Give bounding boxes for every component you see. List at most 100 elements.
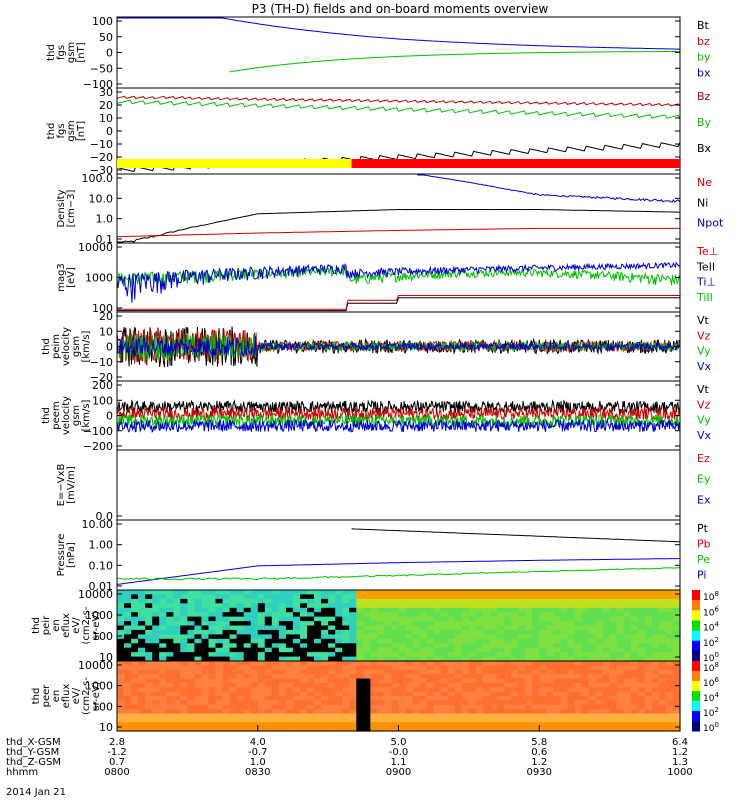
y-tick-label: −100 bbox=[83, 78, 113, 91]
y-tick-label: −30 bbox=[90, 164, 113, 177]
panel-espec: 10810610410210010000100010010thdpeerenef… bbox=[31, 659, 719, 734]
figure-title: P3 (TH-D) fields and on-board moments ov… bbox=[252, 2, 549, 16]
y-tick-label: 100 bbox=[92, 700, 113, 713]
panel-efield: 0.0 E=−VxB[mV/m] Ez Ey Ex bbox=[56, 449, 711, 523]
ephemeris-label: thd_X-GSM bbox=[6, 737, 61, 748]
colorbar-swatch bbox=[692, 711, 700, 722]
y-tick-label: −100 bbox=[83, 425, 113, 438]
y-tick-label: 10.0 bbox=[89, 192, 114, 205]
y-axis-label: Density[cm−3] bbox=[56, 189, 77, 227]
legend-entry: Ez bbox=[697, 452, 710, 465]
ephemeris-value: 0830 bbox=[245, 767, 270, 778]
y-tick-label: 1.00 bbox=[89, 539, 114, 552]
legend-entry: Ne bbox=[697, 176, 712, 189]
legend-entry: Bx bbox=[697, 142, 712, 155]
series-tipar bbox=[116, 266, 681, 288]
series-teperp bbox=[117, 295, 680, 310]
y-tick-label: 0 bbox=[106, 410, 113, 423]
legend-entry: by bbox=[697, 51, 711, 64]
panel-frame bbox=[116, 449, 681, 521]
panel-vele: 200 100 0 −100 −200 thdpeemvelocitygsm[km/s] V… bbox=[41, 379, 712, 453]
ephemeris-value: -1.2 bbox=[107, 747, 127, 758]
legend-entry: Bt bbox=[697, 19, 710, 32]
y-tick-label: −10 bbox=[90, 356, 113, 369]
y-axis-label: thdpeemvelocitygsm[km/s] bbox=[41, 396, 92, 435]
legend-entry: Pt bbox=[697, 522, 709, 535]
panel-pressure: 10.00 1.00 0.10 0.01 Pressure[nPa] Pt Pb Pe Pi bbox=[56, 518, 711, 593]
series-npot bbox=[417, 174, 681, 203]
colorbar-swatch bbox=[692, 610, 700, 621]
y-tick-label: 10 bbox=[99, 721, 113, 734]
ephemeris-value: 0.7 bbox=[109, 757, 125, 768]
ephemeris-label: thd_Y-GSM bbox=[6, 747, 59, 758]
y-axis-label: E=−VxB[mV/m] bbox=[56, 464, 77, 507]
series-ne bbox=[116, 227, 680, 238]
ephemeris-value: -0.7 bbox=[248, 747, 268, 758]
series-by2 bbox=[116, 99, 681, 120]
y-tick-label: 1000 bbox=[85, 609, 113, 622]
y-tick-label: 0.1 bbox=[96, 233, 114, 246]
colorbar-swatch bbox=[692, 640, 700, 652]
series-bt bbox=[117, 17, 680, 50]
series-ni bbox=[117, 208, 680, 243]
y-tick-label: 1.0 bbox=[96, 213, 114, 226]
legend-entry: Pe bbox=[697, 553, 710, 566]
legend-entry: Bz bbox=[697, 90, 711, 103]
colorbar-label: 108 bbox=[703, 590, 719, 603]
series-vet bbox=[116, 399, 681, 415]
series-vix bbox=[116, 335, 681, 358]
legend-entry: Ni bbox=[697, 196, 708, 209]
colorbar-swatch bbox=[692, 681, 700, 692]
colorbar-swatch bbox=[692, 691, 700, 702]
y-tick-label: 10000 bbox=[78, 588, 113, 601]
series-pt bbox=[351, 528, 681, 543]
y-tick-label: 0 bbox=[106, 341, 113, 354]
colorbar-swatch bbox=[692, 600, 700, 611]
y-tick-label: 0 bbox=[106, 47, 113, 60]
legend-entry: Pb bbox=[697, 538, 711, 551]
spectrogram-ispec bbox=[117, 590, 681, 662]
y-tick-label: 10000 bbox=[78, 659, 113, 672]
ephemeris-label: thd_Z-GSM bbox=[6, 757, 61, 768]
y-tick-label: −50 bbox=[90, 62, 113, 75]
y-tick-label: 0 bbox=[106, 125, 113, 138]
legend-entry: Vz bbox=[697, 329, 711, 342]
colorbar-label: 106 bbox=[703, 605, 719, 618]
ephemeris-value: 0930 bbox=[527, 767, 552, 778]
y-tick-label: 10 bbox=[99, 651, 113, 664]
y-tick-label: 200 bbox=[92, 379, 113, 392]
date-label: 2014 Jan 21 bbox=[6, 787, 66, 798]
colorbar-swatch bbox=[692, 721, 700, 732]
legend-entry: Vt bbox=[697, 383, 710, 396]
y-tick-label: 100.0 bbox=[82, 172, 114, 185]
series-pe bbox=[117, 567, 681, 581]
colorbar-swatch bbox=[692, 701, 700, 712]
colorbar-swatch bbox=[692, 650, 700, 662]
y-tick-label: 100 bbox=[92, 394, 113, 407]
y-tick-label: 0.0 bbox=[96, 510, 114, 523]
ephemeris-label: hhmm bbox=[6, 767, 38, 778]
series-by bbox=[229, 50, 680, 73]
y-tick-label: 20 bbox=[99, 99, 113, 112]
y-axis-label: thdfgsgsm[nT] bbox=[46, 42, 87, 63]
series-vex bbox=[116, 417, 681, 433]
legend-entry: Vx bbox=[697, 360, 712, 373]
series-tiperp bbox=[116, 261, 681, 304]
ephemeris-value: 0800 bbox=[104, 767, 129, 778]
legend-entry: TiII bbox=[696, 291, 713, 304]
y-tick-label: 0.10 bbox=[89, 559, 114, 572]
ephemeris-value: 1.3 bbox=[672, 757, 688, 768]
panel-ispec: 10810610410210010000100010010thdpeirenef… bbox=[31, 588, 719, 664]
y-axis-label: Pressure[nPa] bbox=[56, 534, 77, 577]
ephemeris-value: 4.0 bbox=[250, 737, 266, 748]
y-tick-label: 100 bbox=[92, 15, 113, 28]
colorbar-label: 102 bbox=[703, 636, 719, 649]
y-tick-label: 10 bbox=[99, 112, 113, 125]
colorbar-label: 106 bbox=[703, 676, 719, 689]
legend-entry: bx bbox=[697, 66, 711, 79]
y-tick-label: −200 bbox=[83, 440, 113, 453]
colorbar-label: 104 bbox=[703, 621, 719, 634]
legend-entry: Ex bbox=[697, 493, 711, 506]
series-tepar bbox=[117, 297, 680, 312]
colorbar-swatch bbox=[692, 661, 700, 672]
